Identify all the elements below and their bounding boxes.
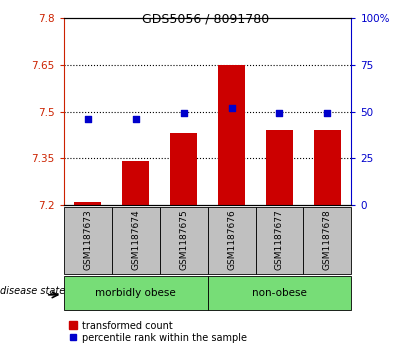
Text: GDS5056 / 8091780: GDS5056 / 8091780 [142,13,269,26]
Point [324,111,331,117]
Point [132,116,139,122]
Bar [112,207,159,274]
Bar [171,134,197,205]
Text: GSM1187673: GSM1187673 [83,209,92,270]
Bar [64,276,208,310]
Bar [64,207,112,274]
Bar [208,207,256,274]
Bar [314,130,341,205]
Bar [218,65,245,205]
Point [228,105,235,111]
Text: GSM1187675: GSM1187675 [179,209,188,270]
Text: GSM1187678: GSM1187678 [323,209,332,270]
Bar [256,207,303,274]
Text: GSM1187674: GSM1187674 [131,209,140,270]
Bar [159,207,208,274]
Point [180,111,187,117]
Bar [208,276,351,310]
Point [276,111,283,117]
Legend: transformed count, percentile rank within the sample: transformed count, percentile rank withi… [69,321,247,343]
Text: GSM1187677: GSM1187677 [275,209,284,270]
Text: disease state: disease state [0,286,65,297]
Bar [74,202,101,205]
Text: GSM1187676: GSM1187676 [227,209,236,270]
Bar [122,162,149,205]
Point [84,116,91,122]
Text: morbidly obese: morbidly obese [95,288,176,298]
Text: non-obese: non-obese [252,288,307,298]
Bar [303,207,351,274]
Bar [266,130,293,205]
